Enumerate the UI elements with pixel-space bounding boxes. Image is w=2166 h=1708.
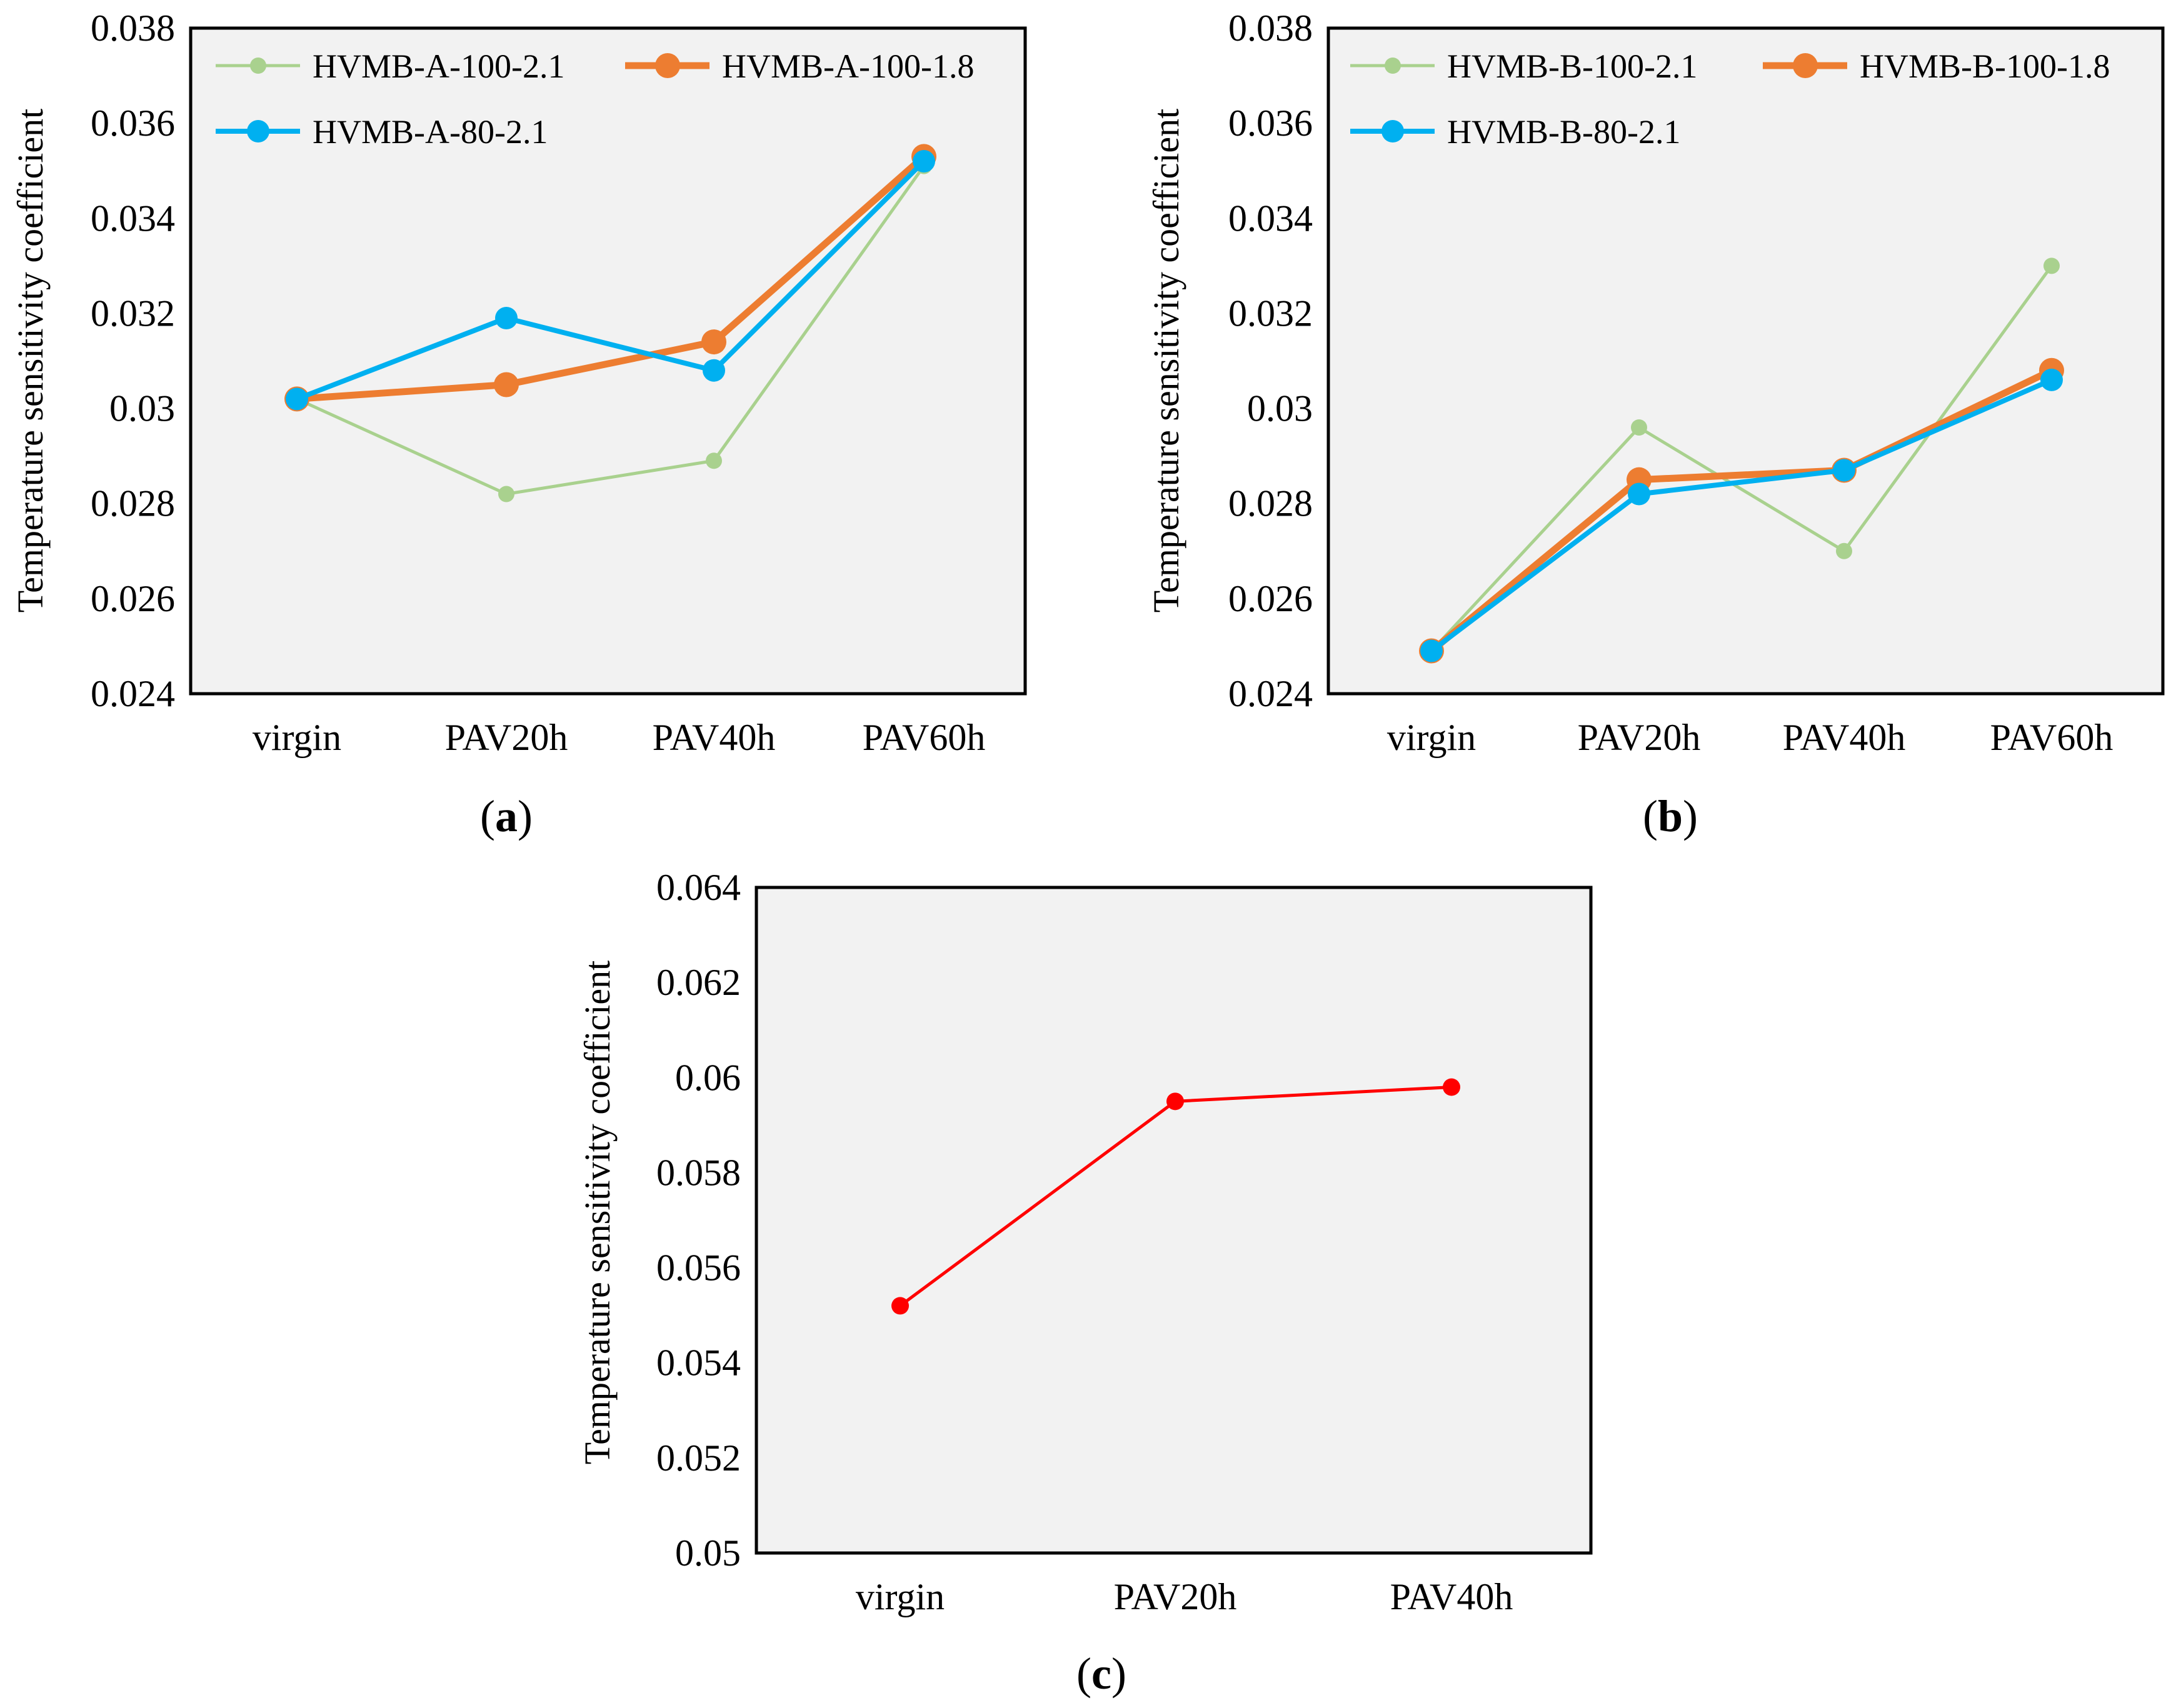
data-point-hvmb-a-100-1-8-pav40h (701, 329, 726, 355)
y-tick-label: 0.026 (91, 578, 175, 619)
y-tick-label: 0.062 (656, 962, 741, 1003)
y-tick-label: 0.024 (1228, 673, 1313, 714)
data-point-hvmb-b-80-2-1-pav60h (2040, 368, 2063, 391)
data-point-hvmb-b-80-2-1-virgin (1420, 639, 1443, 662)
panel-a: 0.0240.0260.0280.030.0320.0340.0360.038 … (10, 7, 1027, 841)
y-tick-label: 0.054 (656, 1342, 741, 1384)
y-tick-label: 0.034 (91, 197, 175, 239)
x-tick-label-virgin: virgin (1387, 717, 1476, 758)
plot-area-b (1326, 26, 2165, 696)
caption-b: (b) (1643, 791, 1698, 841)
x-tick-label-virgin: virgin (253, 717, 341, 758)
y-tick-label: 0.056 (656, 1247, 741, 1289)
y-tick-label: 0.064 (656, 867, 741, 908)
legend-marker-hvmb-a-80-2-1 (247, 120, 269, 142)
x-tick-label-pav60h: PAV60h (1990, 717, 2113, 758)
legend-marker-hvmb-b-80-2-1 (1381, 120, 1404, 142)
y-tick-label: 0.038 (91, 7, 175, 49)
x-tick-label-pav40h: PAV40h (653, 717, 776, 758)
legend-b: HVMB-B-100-2.1 HVMB-B-100-1.8 HVMB-B-80-2.… (1350, 47, 2110, 151)
data-point-main-pav20h (1166, 1092, 1184, 1111)
y-axis-title-c: Temperature sensitivity coefficient (577, 961, 618, 1465)
y-tick-label: 0.06 (675, 1057, 741, 1098)
y-axis-c: 0.05 0.052 0.054 0.056 0.058 0.06 0.062 0.064 (656, 867, 741, 1574)
x-axis-a: virgin PAV20h PAV40h PAV60h (253, 717, 986, 758)
x-tick-label-virgin: virgin (856, 1576, 945, 1617)
y-tick-label: 0.03 (1247, 388, 1313, 429)
series-line-hvmb-a-100-2-1 (296, 165, 926, 496)
x-tick-label-pav20h: PAV20h (445, 717, 568, 758)
data-point-hvmb-a-80-2-1-pav40h (703, 359, 725, 382)
data-point-main-pav40h (1443, 1078, 1460, 1096)
series-line-hvmb-b-100-1-8 (1429, 367, 2053, 654)
y-axis-title-b: Temperature sensitivity coefficient (1146, 109, 1186, 613)
data-point-hvmb-a-80-2-1-virgin (286, 387, 308, 411)
y-tick-label: 0.058 (656, 1152, 741, 1193)
x-tick-label-pav40h: PAV40h (1390, 1576, 1513, 1617)
y-tick-label: 0.05 (675, 1532, 741, 1574)
y-tick-label: 0.036 (91, 102, 175, 144)
y-tick-label: 0.028 (91, 483, 175, 524)
y-tick-label: 0.028 (1228, 483, 1313, 524)
legend-label-hvmb-a-80-2-1: HVMB-A-80-2.1 (313, 113, 548, 151)
series-line-hvmb-b-100-2-1 (1430, 264, 2053, 652)
x-axis-b: virgin PAV20h PAV40h PAV60h (1387, 717, 2113, 758)
plot-area-c (755, 886, 1593, 1555)
data-point-hvmb-a-100-2-1-pav20h (498, 486, 514, 502)
legend-marker-hvmb-a-100-1-8 (655, 53, 680, 78)
legend-label-hvmb-a-100-1-8: HVMB-A-100-1.8 (722, 47, 974, 85)
y-axis-b: 0.024 0.026 0.028 0.03 0.032 0.034 0.036 0.038 (1228, 7, 1313, 714)
y-tick-label: 0.038 (1228, 7, 1313, 49)
series-group-c (891, 1078, 1460, 1315)
x-tick-label-pav60h: PAV60h (863, 717, 986, 758)
x-axis-c: virgin PAV20h PAV40h (856, 1576, 1513, 1617)
legend-label-hvmb-b-80-2-1: HVMB-B-80-2.1 (1447, 113, 1681, 151)
y-tick-label: 0.032 (1228, 292, 1313, 334)
series-line-hvmb-a-80-2-1 (296, 159, 926, 402)
data-point-hvmb-b-100-2-1-pav20h (1631, 419, 1647, 436)
x-tick-label-pav40h: PAV40h (1783, 717, 1906, 758)
legend-marker-hvmb-a-100-2-1 (250, 57, 266, 74)
y-tick-label: 0.036 (1228, 102, 1313, 144)
panel-b: 0.0240.0260.0280.030.0320.0340.0360.038 … (1146, 7, 2165, 841)
series-line-hvmb-b-80-2-1 (1430, 377, 2053, 653)
caption-c: (c) (1076, 1649, 1126, 1699)
data-point-hvmb-b-100-2-1-pav40h (1836, 542, 1852, 559)
legend-marker-hvmb-b-100-1-8 (1793, 53, 1818, 78)
data-point-hvmb-a-100-2-1-pav40h (706, 452, 722, 469)
data-point-hvmb-b-100-2-1-pav60h (2043, 257, 2060, 274)
y-tick-label: 0.034 (1228, 197, 1313, 239)
legend-a: HVMB-A-100-2.1 HVMB-A-100-1.8 HVMB-A-80-2.… (216, 47, 974, 151)
x-tick-label-pav20h: PAV20h (1578, 717, 1701, 758)
series-line-hvmb-a-100-1-8 (296, 154, 926, 402)
y-tick-label: 0.052 (656, 1437, 741, 1479)
data-point-hvmb-b-80-2-1-pav20h (1628, 482, 1650, 506)
y-tick-label: 0.024 (91, 673, 175, 714)
caption-a: (a) (480, 791, 533, 841)
legend-label-hvmb-b-100-1-8: HVMB-B-100-1.8 (1860, 47, 2110, 85)
data-point-main-virgin (891, 1297, 909, 1315)
y-axis-title-a: Temperature sensitivity coefficient (10, 109, 51, 613)
y-tick-label: 0.03 (109, 388, 175, 429)
data-point-hvmb-b-80-2-1-pav40h (1833, 459, 1855, 482)
y-tick-label: 0.032 (91, 292, 175, 334)
data-point-hvmb-a-80-2-1-pav20h (495, 307, 518, 330)
data-point-hvmb-a-80-2-1-pav60h (913, 150, 935, 172)
legend-label-hvmb-a-100-2-1: HVMB-A-100-2.1 (313, 47, 564, 85)
legend-label-hvmb-b-100-2-1: HVMB-B-100-2.1 (1447, 47, 1698, 85)
series-group-b (1419, 257, 2064, 664)
y-axis-a: 0.024 0.026 0.028 0.03 0.032 0.034 0.036 0.038 (91, 7, 175, 714)
y-tick-label: 0.026 (1228, 578, 1313, 619)
data-point-hvmb-a-100-1-8-pav20h (494, 372, 519, 397)
x-tick-label-pav20h: PAV20h (1114, 1576, 1237, 1617)
series-group-a (284, 144, 936, 502)
legend-marker-hvmb-b-100-2-1 (1385, 57, 1401, 74)
panel-c: 0.05 0.052 0.054 0.056 0.058 0.06 0.062 0.064 v… (577, 867, 1593, 1699)
